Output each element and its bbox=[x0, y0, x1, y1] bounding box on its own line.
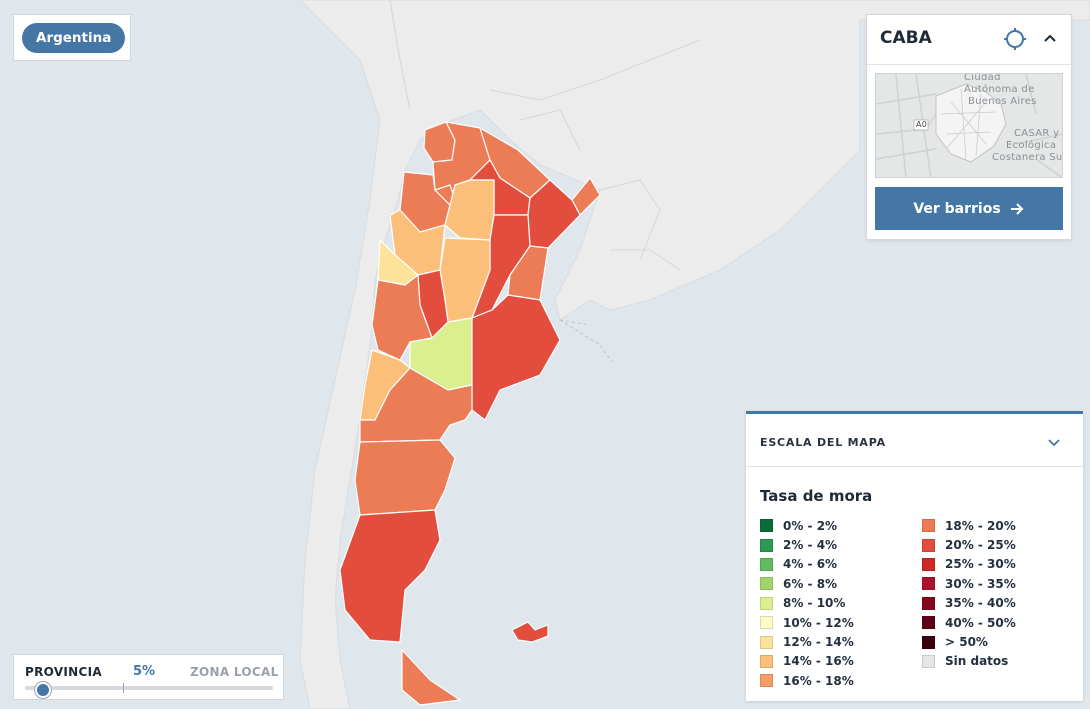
legend-item: 12% - 14% bbox=[760, 632, 854, 651]
legend-column-right: 18% - 20% 20% - 25% 25% - 30% 30% - 35% 35% … bbox=[922, 516, 1016, 671]
legend-item: 10% - 12% bbox=[760, 613, 854, 632]
legend-label: 30% - 35% bbox=[945, 576, 1016, 591]
legend-item: 30% - 35% bbox=[922, 574, 1016, 593]
thumbnail-label: Costanera Sur bbox=[992, 152, 1063, 163]
caba-divider bbox=[867, 64, 1071, 65]
legend-swatch bbox=[922, 538, 935, 552]
legend-swatch bbox=[760, 577, 773, 591]
legend-swatch bbox=[922, 519, 935, 533]
legend-column-left: 0% - 2% 2% - 4% 4% - 6% 6% - 8% 8% - 10% 10% … bbox=[760, 516, 854, 691]
neighbour-borders bbox=[389, 0, 701, 271]
zoom-slider-track[interactable] bbox=[25, 686, 273, 690]
legend-swatch bbox=[922, 596, 935, 610]
province-rio-negro[interactable] bbox=[359, 367, 473, 443]
legend-item: 8% - 10% bbox=[760, 594, 854, 613]
legend-swatch bbox=[922, 635, 935, 649]
legend-label: 2% - 4% bbox=[783, 538, 838, 553]
legend-item: 25% - 30% bbox=[922, 555, 1016, 574]
legend-swatch bbox=[760, 654, 773, 668]
legend-swatch bbox=[760, 519, 773, 533]
legend-item: 35% - 40% bbox=[922, 594, 1016, 613]
legend-label: 14% - 16% bbox=[783, 654, 854, 669]
legend-label: 0% - 2% bbox=[783, 518, 838, 533]
legend-swatch bbox=[922, 557, 935, 571]
legend-swatch bbox=[760, 674, 773, 688]
legend-swatch bbox=[760, 596, 773, 610]
legend-item: > 50% bbox=[922, 632, 1016, 651]
legend-item: 6% - 8% bbox=[760, 574, 854, 593]
view-neighborhoods-button[interactable]: Ver barrios bbox=[875, 187, 1063, 230]
legend-swatch bbox=[922, 577, 935, 591]
province-entre-rios[interactable] bbox=[507, 245, 549, 301]
thumbnail-label: Buenos Aires bbox=[968, 96, 1037, 107]
legend-item: Sin datos bbox=[922, 652, 1016, 671]
crosshair-icon[interactable] bbox=[1003, 27, 1027, 51]
caba-title: CABA bbox=[880, 28, 932, 48]
zoom-value: 5% bbox=[133, 664, 156, 679]
scale-panel-header: ESCALA DEL MAPA bbox=[760, 436, 886, 449]
legend-label: 6% - 8% bbox=[783, 576, 838, 591]
maritime-boundary bbox=[559, 319, 613, 363]
province-santa-cruz[interactable] bbox=[339, 509, 441, 643]
scale-divider bbox=[746, 466, 1083, 467]
thumbnail-label: Autónoma de bbox=[964, 84, 1035, 95]
legend-swatch bbox=[760, 538, 773, 552]
zoom-right-label: ZONA LOCAL bbox=[190, 665, 279, 679]
chevron-up-icon[interactable] bbox=[1041, 30, 1059, 48]
thumbnail-label: Ecológica bbox=[1006, 140, 1057, 151]
legend-label: Sin datos bbox=[945, 654, 1009, 669]
thumbnail-label: A0 bbox=[916, 120, 928, 129]
province-chubut[interactable] bbox=[354, 439, 456, 516]
zoom-slider-handle[interactable] bbox=[35, 682, 52, 698]
legend-label: 25% - 30% bbox=[945, 557, 1016, 572]
legend-item: 18% - 20% bbox=[922, 516, 1016, 535]
arrow-right-icon bbox=[1010, 202, 1024, 215]
legend-label: 20% - 25% bbox=[945, 538, 1016, 553]
legend-label: 10% - 12% bbox=[783, 615, 854, 630]
caba-thumbnail-map bbox=[876, 74, 1062, 177]
legend-item: 40% - 50% bbox=[922, 613, 1016, 632]
country-button[interactable]: Argentina bbox=[22, 23, 126, 53]
legend-item: 2% - 4% bbox=[760, 535, 854, 554]
caba-panel: CABA Ciudad Autónoma de Buenos Aires CAS… bbox=[866, 14, 1072, 240]
legend-title: Tasa de mora bbox=[760, 487, 873, 505]
legend-item: 16% - 18% bbox=[760, 671, 854, 690]
legend-swatch bbox=[922, 654, 935, 668]
caba-thumbnail[interactable]: Ciudad Autónoma de Buenos Aires CASAR y … bbox=[875, 73, 1063, 178]
argentina-provinces bbox=[339, 121, 601, 706]
map-scale-panel: ESCALA DEL MAPA Tasa de mora 0% - 2% 2% -… bbox=[746, 411, 1083, 701]
legend-label: 12% - 14% bbox=[783, 635, 854, 650]
zoom-slider-tick bbox=[123, 683, 124, 693]
islas-malvinas[interactable] bbox=[511, 621, 549, 643]
view-neighborhoods-label: Ver barrios bbox=[913, 200, 1001, 217]
legend-item: 20% - 25% bbox=[922, 535, 1016, 554]
legend-item: 4% - 6% bbox=[760, 555, 854, 574]
legend-label: 18% - 20% bbox=[945, 518, 1016, 533]
legend-swatch bbox=[922, 616, 935, 630]
legend-label: 8% - 10% bbox=[783, 596, 846, 611]
legend-swatch bbox=[760, 616, 773, 630]
country-selector-panel: Argentina bbox=[13, 14, 131, 61]
legend-label: 35% - 40% bbox=[945, 596, 1016, 611]
legend-item: 14% - 16% bbox=[760, 652, 854, 671]
legend-label: 40% - 50% bbox=[945, 615, 1016, 630]
legend-label: 4% - 6% bbox=[783, 557, 838, 572]
thumbnail-label: Ciudad bbox=[964, 73, 1001, 83]
thumbnail-label: CASAR y bbox=[1014, 128, 1060, 139]
legend-label: > 50% bbox=[945, 635, 988, 650]
province-buenos-aires[interactable] bbox=[471, 294, 561, 421]
zoom-level-control: PROVINCIA 5% ZONA LOCAL bbox=[13, 654, 284, 700]
legend-item: 0% - 2% bbox=[760, 516, 854, 535]
legend-label: 16% - 18% bbox=[783, 673, 854, 688]
zoom-left-label: PROVINCIA bbox=[25, 665, 102, 679]
chevron-down-icon[interactable] bbox=[1046, 434, 1062, 450]
province-tierra-del-fuego[interactable] bbox=[401, 649, 461, 706]
legend-swatch bbox=[760, 635, 773, 649]
legend-swatch bbox=[760, 557, 773, 571]
